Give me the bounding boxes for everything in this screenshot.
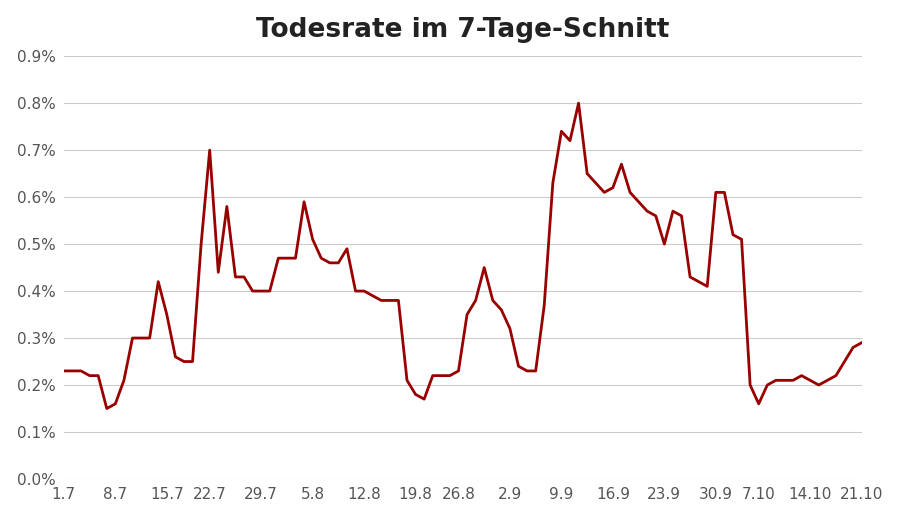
Title: Todesrate im 7-Tage-Schnitt: Todesrate im 7-Tage-Schnitt — [256, 17, 670, 43]
